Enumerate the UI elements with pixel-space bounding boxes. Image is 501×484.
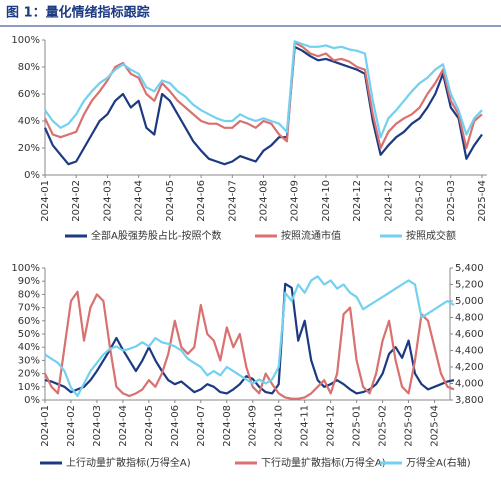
y2-tick-label: 4,600 <box>455 329 484 340</box>
y2-tick-label: 3,800 <box>455 395 484 406</box>
y2-tick-label: 4,800 <box>455 313 484 324</box>
y-tick-label: 10% <box>18 382 40 393</box>
x-tick-label: 2024-12 <box>383 180 394 222</box>
y2-tick-label: 4,200 <box>455 362 484 373</box>
y2-tick-label: 4,400 <box>455 346 484 357</box>
page-title: 图 1：量化情绪指标跟踪 <box>6 5 150 21</box>
series-line <box>44 290 455 400</box>
y-tick-label: 60% <box>18 316 40 327</box>
y-tick-label: 90% <box>18 276 40 287</box>
x-tick-label: 2024-01 <box>40 405 51 447</box>
series-line <box>44 41 483 150</box>
x-tick-label: 2024-04 <box>134 180 145 222</box>
x-tick-label: 2024-01 <box>40 180 51 222</box>
series-line <box>44 275 455 397</box>
y-tick-label: 20% <box>18 369 40 380</box>
x-tick-label: 2024-02 <box>66 405 77 447</box>
legend-label: 下行动量扩散指标(万得全A) <box>261 456 386 469</box>
y-tick-label: 80% <box>18 62 40 73</box>
y-tick-label: 0% <box>24 170 40 181</box>
y2-tick-label: 4,000 <box>455 379 484 390</box>
y2-tick-label: 5,400 <box>455 263 484 274</box>
x-tick-label: 2024-10 <box>274 405 285 447</box>
series-line <box>44 40 483 139</box>
series-line <box>43 45 483 166</box>
y-tick-label: 100% <box>11 35 40 46</box>
x-tick-label: 2025-02 <box>415 180 426 222</box>
legend-label: 万得全A(右轴) <box>406 456 471 469</box>
y2-tick-label: 5,000 <box>455 296 484 307</box>
y-tick-label: 80% <box>18 289 40 300</box>
x-tick-label: 2024-09 <box>248 405 259 447</box>
y2-tick-label: 5,200 <box>455 280 484 291</box>
y-tick-label: 100% <box>11 263 40 274</box>
x-tick-label: 2024-08 <box>259 180 270 222</box>
x-tick-label: 2024-09 <box>290 180 301 222</box>
x-tick-label: 2025-02 <box>378 405 389 447</box>
x-tick-label: 2025-03 <box>446 180 457 222</box>
x-tick-label: 2024-10 <box>321 180 332 222</box>
x-tick-label: 2024-08 <box>222 405 233 447</box>
y-tick-label: 40% <box>18 342 40 353</box>
x-tick-label: 2024-11 <box>300 405 311 447</box>
legend-label: 按照成交额 <box>406 229 456 242</box>
legend-label: 全部A股强势股占比-按照个数 <box>91 229 221 242</box>
x-tick-label: 2025-04 <box>430 405 441 447</box>
legend-label: 上行动量扩散指标(万得全A) <box>66 456 191 469</box>
x-tick-label: 2025-01 <box>352 405 363 447</box>
y-tick-label: 40% <box>18 116 40 127</box>
y-tick-label: 0% <box>24 395 40 406</box>
x-tick-label: 2024-04 <box>118 405 129 447</box>
x-tick-label: 2024-03 <box>92 405 103 447</box>
legend-label: 按照流通市值 <box>281 229 341 242</box>
x-tick-label: 2024-07 <box>196 405 207 447</box>
x-tick-label: 2024-06 <box>196 180 207 222</box>
y-tick-label: 30% <box>18 355 40 366</box>
x-tick-label: 2024-07 <box>227 180 238 222</box>
x-tick-label: 2024-02 <box>71 180 82 222</box>
x-tick-label: 2024-03 <box>102 180 113 222</box>
x-tick-label: 2025-03 <box>404 405 415 447</box>
y-tick-label: 50% <box>18 329 40 340</box>
y-tick-label: 60% <box>18 89 40 100</box>
y-tick-label: 20% <box>18 143 40 154</box>
x-tick-label: 2024-12 <box>352 180 363 222</box>
y-tick-label: 70% <box>18 303 40 314</box>
x-tick-label: 2024-06 <box>170 405 181 447</box>
x-tick-label: 2024-12 <box>326 405 337 447</box>
x-tick-label: 2024-05 <box>165 180 176 222</box>
x-tick-label: 2025-04 <box>477 180 488 222</box>
x-tick-label: 2024-05 <box>144 405 155 447</box>
